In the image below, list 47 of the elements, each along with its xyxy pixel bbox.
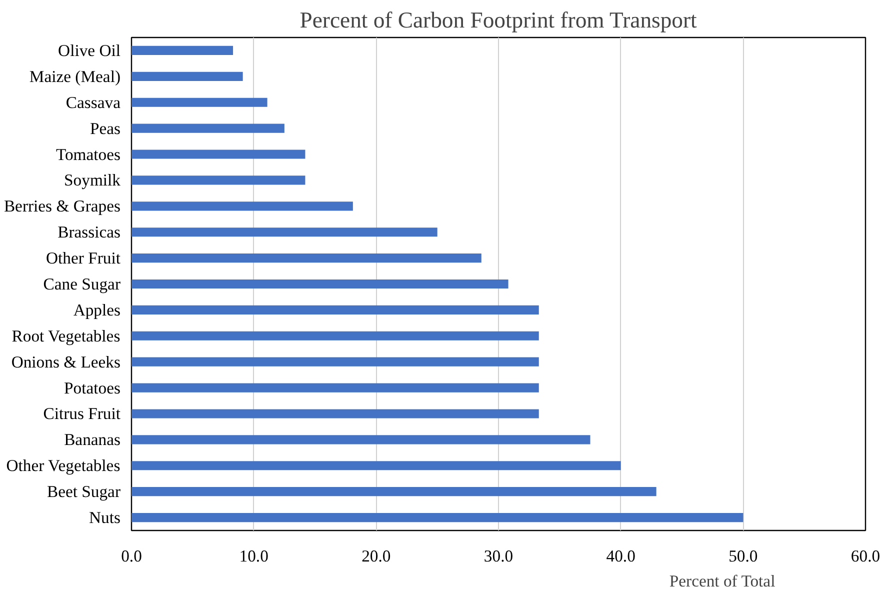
y-tick-label: Tomatoes <box>56 144 121 164</box>
bar <box>132 176 306 185</box>
x-tick-label: 10.0 <box>239 546 268 566</box>
y-tick-label: Other Fruit <box>46 248 121 268</box>
y-tick-label: Bananas <box>64 430 121 450</box>
y-tick-label: Onions & Leeks <box>11 352 121 372</box>
y-tick-label: Maize (Meal) <box>29 66 121 86</box>
x-tick-label: 60.0 <box>850 546 880 566</box>
chart-title: Percent of Carbon Footprint from Transport <box>300 8 698 32</box>
bar <box>132 72 243 81</box>
bar <box>132 409 539 418</box>
bar <box>132 512 744 522</box>
bar <box>132 254 482 263</box>
y-tick-label: Other Vegetables <box>6 456 120 476</box>
y-tick-label: Potatoes <box>64 378 121 398</box>
bar <box>132 98 268 107</box>
bar <box>132 150 306 159</box>
y-tick-label: Apples <box>73 300 120 320</box>
x-tick-label: 20.0 <box>362 546 391 566</box>
y-tick-label: Beet Sugar <box>46 482 121 502</box>
bar <box>132 357 539 366</box>
y-tick-label: Nuts <box>89 508 120 528</box>
bar <box>132 435 590 444</box>
y-tick-label: Olive Oil <box>58 40 121 60</box>
bar <box>132 228 438 237</box>
y-tick-label: Brassicas <box>58 222 121 242</box>
y-tick-label: Root Vegetables <box>12 326 120 346</box>
y-tick-label: Cane Sugar <box>43 274 121 294</box>
bar <box>132 46 234 56</box>
x-tick-label: 40.0 <box>606 546 636 566</box>
x-tick-label: 0.0 <box>121 546 142 566</box>
bar <box>132 383 539 392</box>
bar <box>132 202 353 211</box>
y-tick-label: Citrus Fruit <box>43 404 121 424</box>
bar <box>132 279 508 289</box>
y-tick-label: Soymilk <box>64 170 122 190</box>
bar <box>132 487 656 496</box>
x-tick-label: 30.0 <box>484 546 514 566</box>
y-tick-label: Cassava <box>66 92 122 112</box>
bar <box>132 305 539 314</box>
y-tick-label: Berries & Grapes <box>4 196 121 216</box>
y-tick-label: Peas <box>90 118 120 138</box>
bar <box>132 124 284 133</box>
x-axis-title: Percent of Total <box>669 572 776 590</box>
bar <box>132 331 539 340</box>
x-tick-label: 50.0 <box>728 546 758 566</box>
bar <box>132 461 621 470</box>
